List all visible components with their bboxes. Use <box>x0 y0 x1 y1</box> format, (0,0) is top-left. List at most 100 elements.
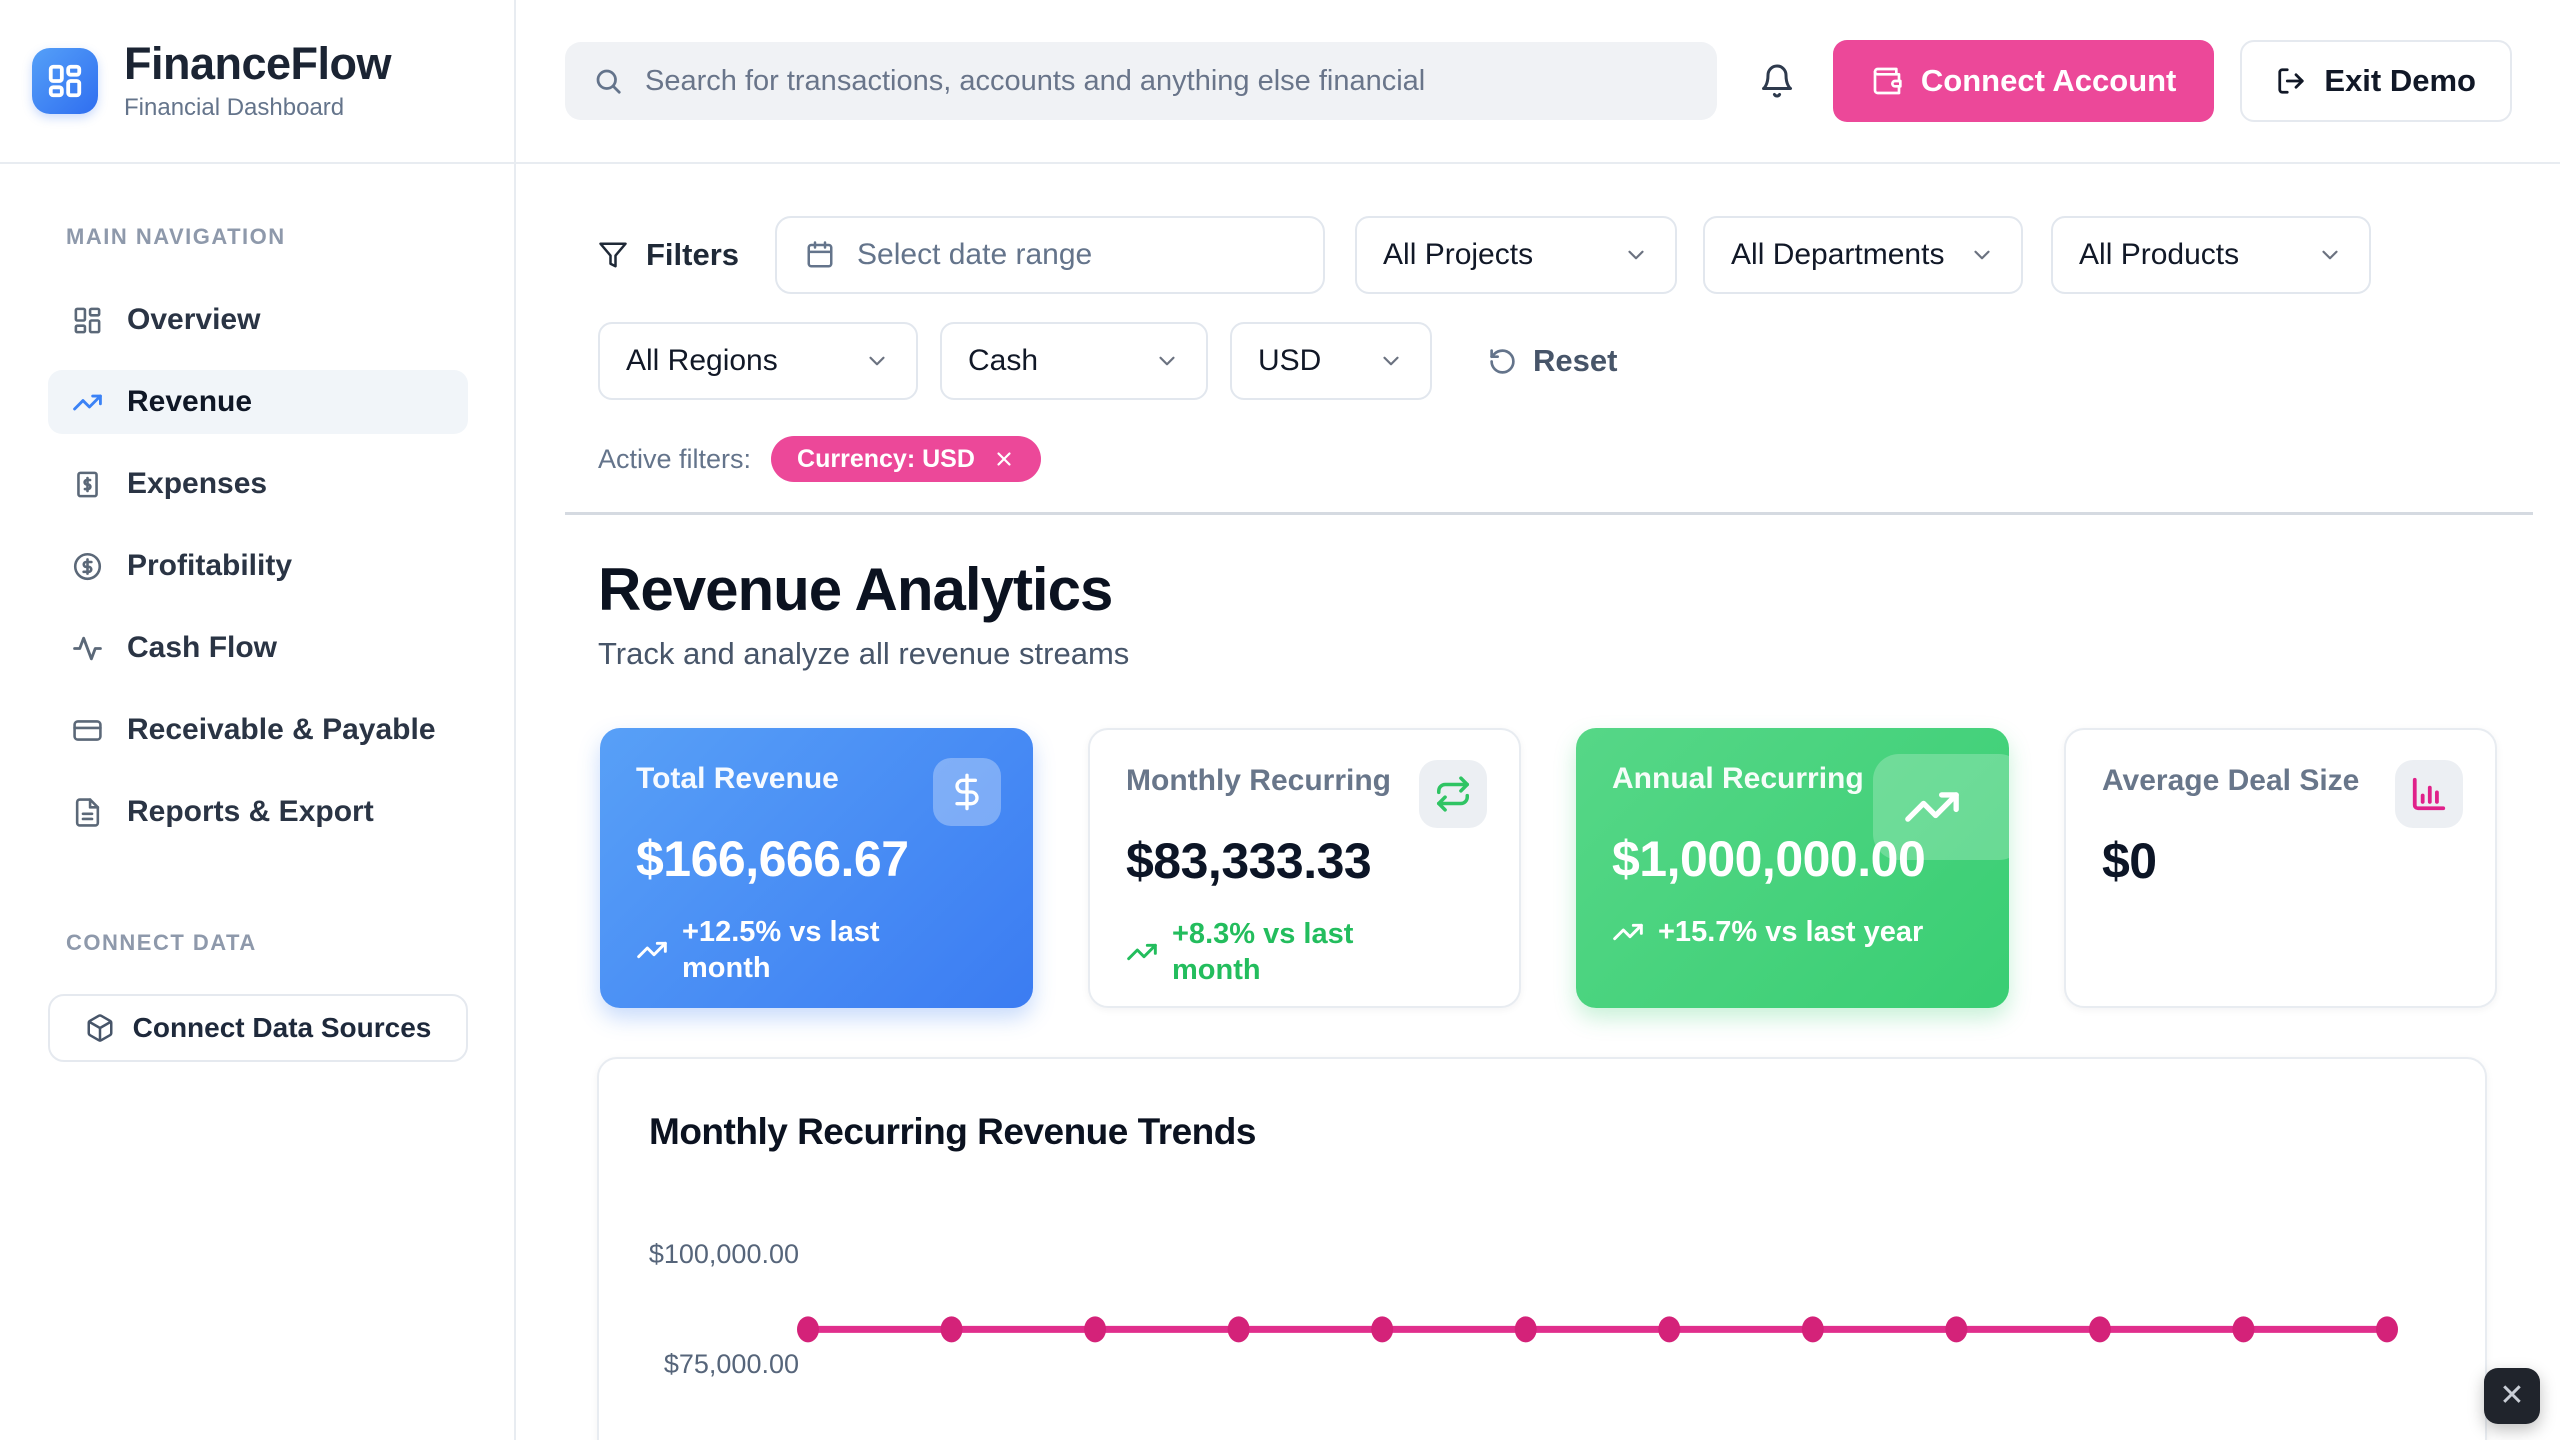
sidebar-item-overview[interactable]: Overview <box>48 288 468 352</box>
funnel-icon <box>598 240 628 270</box>
sidebar-item-cash-flow[interactable]: Cash Flow <box>48 616 468 680</box>
metric-card-annual-recurring: Annual Recurring $1,000,000.00 +15.7% vs… <box>1576 728 2009 1008</box>
connect-section-label: CONNECT DATA <box>66 930 257 955</box>
sidebar-item-revenue[interactable]: Revenue <box>48 370 468 434</box>
metric-card-monthly-recurring: Monthly Recurring $83,333.33 +8.3% vs la… <box>1088 728 1521 1008</box>
bell-icon <box>1759 63 1795 99</box>
card-label: Monthly Recurring <box>1126 764 1392 797</box>
search-icon <box>593 66 623 96</box>
brand: FinanceFlow Financial Dashboard <box>0 0 514 164</box>
page-title: Revenue Analytics <box>598 556 1113 623</box>
page-subtitle: Track and analyze all revenue streams <box>598 636 1130 671</box>
mrr-chart-card: Monthly Recurring Revenue Trends $100,00… <box>597 1057 2487 1440</box>
sidebar-item-receivable-payable[interactable]: Receivable & Payable <box>48 698 468 762</box>
regions-select[interactable]: All Regions <box>598 322 918 400</box>
card-value: $166,666.67 <box>636 831 909 887</box>
sidebar-item-label: Profitability <box>127 549 293 582</box>
topbar: Connect Account Exit Demo <box>516 0 2560 164</box>
trending-up-icon <box>1612 916 1644 948</box>
sidebar-item-profitability[interactable]: Profitability <box>48 534 468 598</box>
connect-account-label: Connect Account <box>1920 63 2177 98</box>
file-text-icon <box>72 797 103 828</box>
chevron-down-icon <box>2317 242 2343 268</box>
mrr-line-chart <box>797 1316 2398 1343</box>
trending-up-icon <box>1126 936 1158 968</box>
currency-select[interactable]: USD <box>1230 322 1432 400</box>
filters-panel: Filters Select date range All Projects A… <box>565 216 2533 515</box>
card-delta: +8.3% vs last month <box>1126 916 1483 989</box>
chevron-down-icon <box>1623 242 1649 268</box>
rotate-ccw-icon <box>1488 347 1517 376</box>
accounting-basis-select[interactable]: Cash <box>940 322 1208 400</box>
card-label: Average Deal Size <box>2102 764 2360 797</box>
trending-up-icon <box>1873 754 2009 860</box>
activity-icon <box>72 633 103 664</box>
metric-card-total-revenue: Total Revenue $166,666.67 +12.5% vs last… <box>600 728 1033 1008</box>
circle-dollar-icon <box>72 551 103 582</box>
trending-up-icon <box>636 934 668 966</box>
dashboard-icon <box>72 305 103 336</box>
main-navigation: Overview Revenue Expenses Profitability … <box>24 288 490 844</box>
sidebar-item-label: Revenue <box>127 385 253 418</box>
exit-demo-button[interactable]: Exit Demo <box>2240 40 2512 122</box>
card-value: $83,333.33 <box>1126 833 1372 889</box>
projects-select[interactable]: All Projects <box>1355 216 1678 294</box>
date-range-placeholder: Select date range <box>857 238 1093 271</box>
card-delta: +12.5% vs last month <box>636 914 997 987</box>
cube-icon <box>85 1013 115 1043</box>
sidebar-item-label: Reports & Export <box>127 795 374 828</box>
reset-filters-button[interactable]: Reset <box>1488 343 1617 379</box>
sidebar-item-reports-export[interactable]: Reports & Export <box>48 780 468 844</box>
close-icon[interactable] <box>993 448 1015 470</box>
wallet-icon <box>1871 65 1903 97</box>
trending-up-icon <box>72 387 103 418</box>
page-header: Revenue Analytics Track and analyze all … <box>598 555 2560 672</box>
card-label: Annual Recurring <box>1612 762 1864 795</box>
sidebar: FinanceFlow Financial Dashboard MAIN NAV… <box>0 0 516 1440</box>
sidebar-item-expenses[interactable]: Expenses <box>48 452 468 516</box>
active-filter-chip-currency[interactable]: Currency: USD <box>771 436 1041 482</box>
connect-data-sources-label: Connect Data Sources <box>132 1012 432 1043</box>
y-axis-tick: $100,000.00 <box>648 1239 799 1269</box>
chevron-down-icon <box>1378 348 1404 374</box>
repeat-icon <box>1419 760 1487 828</box>
card-label: Total Revenue <box>636 762 839 795</box>
connect-account-button[interactable]: Connect Account <box>1832 40 2215 122</box>
dollar-icon <box>933 758 1001 826</box>
y-axis-tick: $75,000.00 <box>663 1349 799 1379</box>
sidebar-item-label: Receivable & Payable <box>127 713 436 746</box>
nav-section-label: MAIN NAVIGATION <box>66 224 286 249</box>
products-select[interactable]: All Products <box>2051 216 2372 294</box>
log-out-icon <box>2276 66 2306 96</box>
metric-cards: Total Revenue $166,666.67 +12.5% vs last… <box>600 728 2560 1008</box>
sidebar-item-label: Expenses <box>127 467 268 500</box>
connect-data-sources-button[interactable]: Connect Data Sources <box>48 994 468 1062</box>
chevron-down-icon <box>1154 348 1180 374</box>
card-value: $1,000,000.00 <box>1612 831 1926 887</box>
sidebar-item-label: Cash Flow <box>127 631 278 664</box>
card-value: $0 <box>2102 833 2157 889</box>
search-input[interactable] <box>645 64 1689 98</box>
card-delta: +15.7% vs last year <box>1612 914 1973 950</box>
brand-logo-icon <box>32 48 98 114</box>
dismiss-overlay-button[interactable]: ✕ <box>2484 1368 2540 1424</box>
departments-select[interactable]: All Departments <box>1703 216 2024 294</box>
main-content: Filters Select date range All Projects A… <box>516 164 2560 1440</box>
brand-subtitle: Financial Dashboard <box>124 93 345 121</box>
exit-demo-label: Exit Demo <box>2324 63 2476 98</box>
chevron-down-icon <box>1969 242 1995 268</box>
search-box[interactable] <box>565 42 1717 120</box>
notifications-button[interactable] <box>1759 63 1795 99</box>
date-range-input[interactable]: Select date range <box>775 216 1326 294</box>
sidebar-item-label: Overview <box>127 303 261 336</box>
chevron-down-icon <box>864 348 890 374</box>
calendar-icon <box>805 240 835 270</box>
credit-card-icon <box>72 715 103 746</box>
brand-title: FinanceFlow <box>124 38 392 90</box>
receipt-icon <box>72 469 103 500</box>
active-filters-label: Active filters: <box>598 443 752 474</box>
chart-title: Monthly Recurring Revenue Trends <box>649 1111 1256 1152</box>
bar-chart-icon <box>2395 760 2463 828</box>
reset-label: Reset <box>1533 343 1618 378</box>
